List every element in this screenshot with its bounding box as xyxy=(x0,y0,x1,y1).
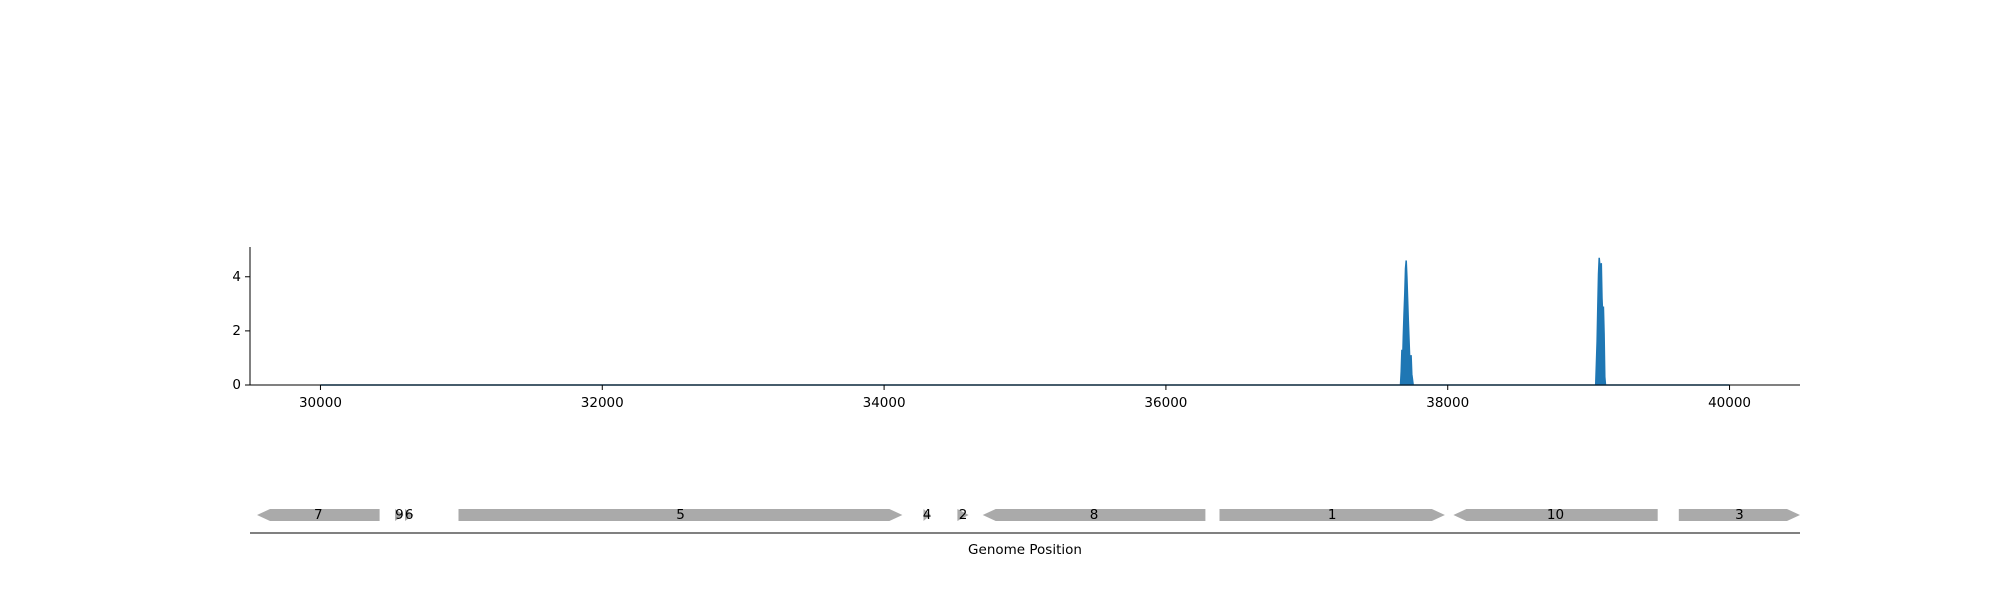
gene-arrow xyxy=(1678,509,1800,521)
y-tick-label: 4 xyxy=(232,269,241,285)
x-tick-label: 34000 xyxy=(863,395,906,411)
x-axis-ticks: 30000 32000 34000 36000 38000 40000 xyxy=(299,385,1751,411)
gene-arrow xyxy=(1219,509,1445,521)
gene-arrow xyxy=(982,509,1206,521)
y-tick-label: 0 xyxy=(232,377,241,393)
x-tick-label: 32000 xyxy=(581,395,624,411)
y-axis-ticks: 0 2 4 xyxy=(232,269,250,393)
coverage-plot: 0 2 4 30000 32000 34000 36000 38000 40000 xyxy=(232,247,1800,411)
gene-arrow xyxy=(257,509,380,521)
gene-arrow xyxy=(923,509,931,521)
coverage-series xyxy=(320,257,1730,386)
gene-arrow xyxy=(395,509,404,521)
x-tick-label: 30000 xyxy=(299,395,342,411)
gene-arrow xyxy=(1453,509,1658,521)
gene-arrows: 7 9 6 5 4 2 8 1 10 3 xyxy=(257,507,1800,523)
gene-arrow xyxy=(957,509,969,521)
x-tick-label: 40000 xyxy=(1708,395,1751,411)
gene-label: 6 xyxy=(405,507,414,523)
x-tick-label: 36000 xyxy=(1144,395,1187,411)
y-tick-label: 2 xyxy=(232,323,241,339)
gene-label: 8 xyxy=(1090,507,1099,523)
gene-label: 10 xyxy=(1547,507,1564,523)
gene-map: 7 9 6 5 4 2 8 1 10 3 Genome Position xyxy=(250,507,1800,558)
gene-arrow xyxy=(405,509,414,521)
gene-label: 2 xyxy=(959,507,968,523)
gene-label: 5 xyxy=(676,507,685,523)
gene-label: 3 xyxy=(1735,507,1744,523)
gene-label: 1 xyxy=(1328,507,1337,523)
gene-label: 4 xyxy=(923,507,932,523)
x-tick-label: 38000 xyxy=(1426,395,1469,411)
gene-label: 7 xyxy=(314,507,323,523)
coverage-area xyxy=(320,257,1730,386)
gene-label: 9 xyxy=(395,507,404,523)
gene-arrow xyxy=(458,509,903,521)
gene-map-xlabel: Genome Position xyxy=(968,542,1082,558)
